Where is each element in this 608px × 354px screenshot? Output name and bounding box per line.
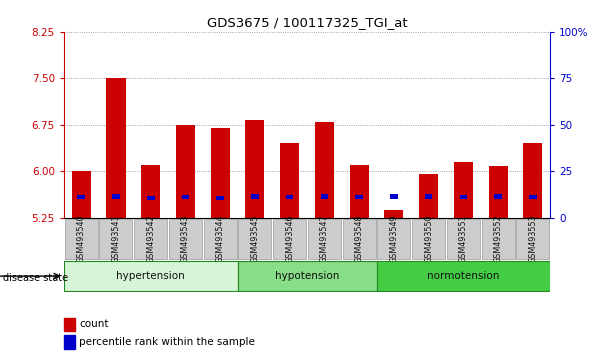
Bar (419, 174, 438, 218)
FancyBboxPatch shape (64, 219, 98, 259)
Bar (384, 210, 404, 218)
Text: GSM493544: GSM493544 (216, 215, 225, 263)
Bar (72, 171, 91, 218)
Bar (280, 143, 299, 218)
Bar (425, 194, 432, 199)
Bar (454, 162, 473, 218)
FancyBboxPatch shape (447, 219, 480, 259)
Bar (390, 194, 398, 199)
FancyBboxPatch shape (64, 261, 238, 291)
Text: GSM493549: GSM493549 (389, 215, 398, 263)
FancyBboxPatch shape (204, 219, 237, 259)
Bar (182, 195, 189, 199)
Title: GDS3675 / 100117325_TGI_at: GDS3675 / 100117325_TGI_at (207, 16, 407, 29)
Text: GSM493550: GSM493550 (424, 215, 433, 263)
Text: hypotension: hypotension (275, 271, 339, 281)
Text: hypertension: hypertension (116, 271, 185, 281)
Text: GSM493545: GSM493545 (250, 215, 260, 263)
Text: normotension: normotension (427, 271, 500, 281)
FancyBboxPatch shape (238, 219, 271, 259)
FancyBboxPatch shape (100, 219, 133, 259)
FancyBboxPatch shape (134, 219, 167, 259)
FancyBboxPatch shape (169, 219, 202, 259)
Bar (529, 195, 537, 199)
Text: GSM493547: GSM493547 (320, 215, 329, 263)
FancyBboxPatch shape (378, 219, 410, 259)
Text: GSM493551: GSM493551 (459, 215, 468, 263)
Bar (355, 195, 363, 199)
FancyBboxPatch shape (273, 219, 306, 259)
FancyBboxPatch shape (516, 219, 550, 259)
Text: GSM493552: GSM493552 (494, 215, 503, 263)
FancyBboxPatch shape (308, 219, 341, 259)
Bar (251, 194, 259, 199)
Bar (77, 195, 85, 199)
Text: count: count (80, 319, 109, 329)
Bar (112, 194, 120, 199)
Bar (216, 196, 224, 200)
Text: percentile rank within the sample: percentile rank within the sample (80, 337, 255, 347)
Bar (320, 194, 328, 199)
Bar (315, 122, 334, 218)
Bar (246, 120, 264, 218)
Bar (286, 195, 294, 199)
Bar (64, 318, 75, 331)
Text: GSM493543: GSM493543 (181, 215, 190, 263)
Bar (141, 165, 161, 218)
Bar (106, 78, 125, 218)
Bar (147, 196, 154, 200)
Text: GSM493546: GSM493546 (285, 215, 294, 263)
Text: GSM493540: GSM493540 (77, 215, 86, 263)
Bar (64, 335, 75, 349)
Bar (494, 194, 502, 199)
FancyBboxPatch shape (376, 261, 550, 291)
Text: GSM493553: GSM493553 (528, 215, 537, 263)
FancyBboxPatch shape (238, 261, 376, 291)
Bar (176, 125, 195, 218)
FancyBboxPatch shape (482, 219, 514, 259)
Text: disease state: disease state (3, 273, 68, 283)
Text: GSM493548: GSM493548 (354, 215, 364, 263)
Text: GSM493542: GSM493542 (146, 215, 155, 263)
Bar (489, 166, 508, 218)
FancyBboxPatch shape (343, 219, 376, 259)
Bar (210, 128, 230, 218)
FancyBboxPatch shape (412, 219, 445, 259)
Bar (460, 195, 467, 199)
Text: GSM493541: GSM493541 (111, 215, 120, 263)
Bar (523, 143, 542, 218)
Bar (350, 165, 368, 218)
